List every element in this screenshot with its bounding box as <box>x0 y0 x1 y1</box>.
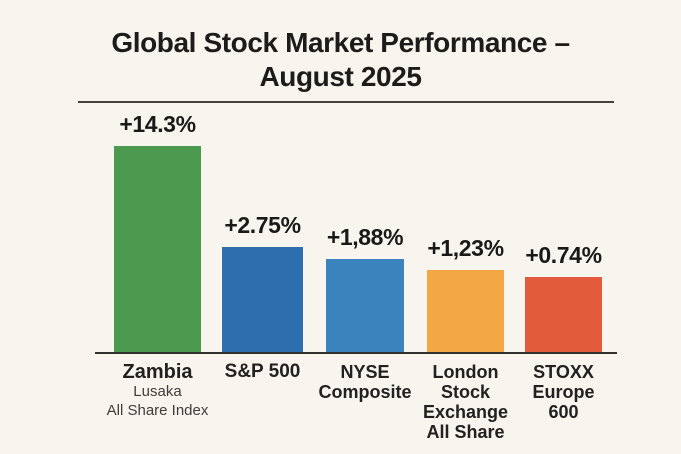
category-label-main-zambia: Zambia <box>122 361 193 383</box>
category-label-stoxx-europe-600: STOXX Europe 600 <box>532 362 594 422</box>
x-axis-labels: Zambia Lusaka All Share Index S&P 500 NYSE Co… <box>0 362 681 454</box>
value-label-london-stock-exchange-all-share: +1,23% <box>427 235 504 261</box>
bar-london-stock-exchange-all-share <box>427 270 504 352</box>
bar-group-zambia: +14.3% <box>114 0 201 352</box>
value-label-sp-500: +2.75% <box>224 212 301 238</box>
bar-group-nyse-composite: +1,88% <box>326 0 404 352</box>
bar-group-stoxx-europe-600: +0.74% <box>525 0 602 352</box>
value-label-nyse-composite: +1,88% <box>326 224 404 250</box>
bar-sp-500 <box>222 247 303 352</box>
chart-title-line1: Global Stock Market Performance – <box>111 27 570 58</box>
category-label-nyse-composite: NYSE Composite <box>318 362 411 402</box>
x-axis-line <box>95 352 617 354</box>
category-label-zambia: Zambia Lusaka All Share Index <box>107 362 209 420</box>
bar-nyse-composite <box>326 259 404 352</box>
chart-title-line2: August 2025 <box>259 61 422 92</box>
category-label-main-nyse-composite: NYSE Composite <box>318 362 412 402</box>
chart-title: Global Stock Market Performance – August… <box>0 26 681 94</box>
bar-group-sp-500: +2.75% <box>222 0 303 352</box>
category-label-main-sp-500: S&P 500 <box>224 361 301 382</box>
plot-area: +14.3% +2.75% +1,88% +1,23% +0.74% <box>114 0 602 352</box>
value-label-stoxx-europe-600: +0.74% <box>525 242 602 268</box>
bar-stoxx-europe-600 <box>525 277 602 352</box>
category-label-main-stoxx-europe-600: STOXX Europe 600 <box>532 362 595 422</box>
category-label-main-london-stock-exchange-all-share: London Stock Exchange All Share <box>422 362 509 442</box>
bar-zambia <box>114 146 201 352</box>
category-label-sub-zambia: Lusaka All Share Index <box>106 383 209 419</box>
category-label-sp-500: S&P 500 <box>225 362 301 382</box>
title-divider-line <box>78 101 614 103</box>
bar-group-london-stock-exchange-all-share: +1,23% <box>427 0 504 352</box>
value-label-zambia: +14.3% <box>119 111 196 137</box>
category-label-london-stock-exchange-all-share: London Stock Exchange All Share <box>423 362 508 442</box>
